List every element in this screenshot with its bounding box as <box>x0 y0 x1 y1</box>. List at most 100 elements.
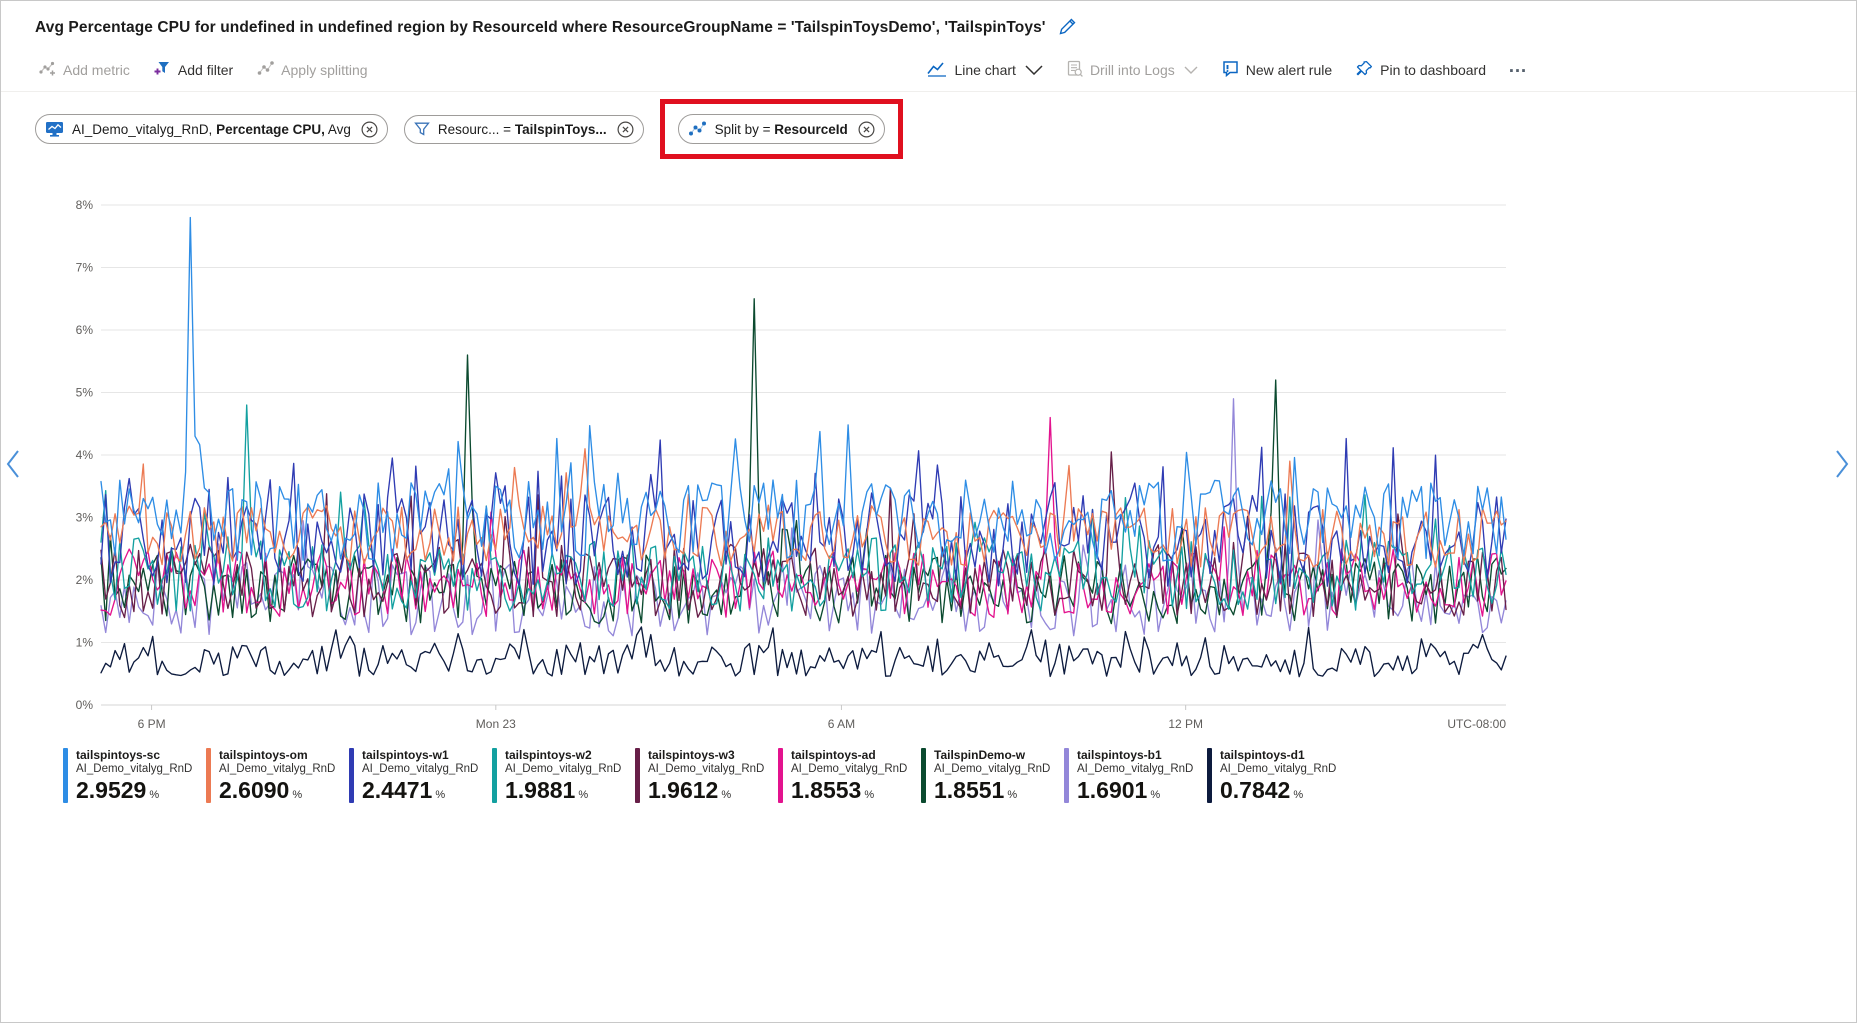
legend-color-bar <box>635 748 640 804</box>
chart-prev-button[interactable] <box>5 449 21 482</box>
document-search-icon <box>1067 60 1083 80</box>
split-by-pill[interactable]: Split by = ResourceId <box>677 114 885 144</box>
legend-unit: % <box>721 788 732 801</box>
legend-avg-value: 1.8551% <box>934 776 1018 803</box>
legend-item[interactable]: tailspintoys-ad AI_Demo_vitalyg_RnD 1.8553… <box>778 748 912 804</box>
legend-resource-name: AI_Demo_vitalyg_RnD <box>791 763 908 776</box>
legend-avg-value: 1.8553% <box>791 776 875 803</box>
legend-avg-value: 2.9529% <box>76 776 160 803</box>
chevron-right-icon <box>1834 450 1850 482</box>
legend-unit: % <box>1293 788 1304 801</box>
legend-item[interactable]: tailspintoys-w1 AI_Demo_vitalyg_RnD 2.4471… <box>349 748 483 804</box>
legend-color-bar <box>1064 748 1069 804</box>
more-options-button[interactable]: … <box>1498 56 1538 84</box>
legend-series-name: tailspintoys-b1 <box>1077 748 1162 762</box>
add-metric-icon <box>39 60 56 80</box>
legend-texts: tailspintoys-w1 AI_Demo_vitalyg_RnD 2.4471… <box>362 748 478 803</box>
svg-text:12 PM: 12 PM <box>1168 717 1203 731</box>
metrics-toolbar: Add metric Add filter Apply splitting Li… <box>1 49 1856 92</box>
legend-unit: % <box>578 788 589 801</box>
legend-series-name: tailspintoys-d1 <box>1220 748 1305 762</box>
legend-unit: % <box>435 788 446 801</box>
legend-texts: tailspintoys-w3 AI_Demo_vitalyg_RnD 1.9612… <box>648 748 764 803</box>
legend-texts: tailspintoys-ad AI_Demo_vitalyg_RnD 1.8553… <box>791 748 907 803</box>
pin-to-dashboard-button[interactable]: Pin to dashboard <box>1344 60 1498 80</box>
legend-series-name: tailspintoys-w3 <box>648 748 735 762</box>
legend-resource-name: AI_Demo_vitalyg_RnD <box>1077 763 1194 776</box>
svg-text:6 AM: 6 AM <box>828 717 855 731</box>
add-filter-button[interactable]: Add filter <box>142 49 245 91</box>
chart-header: Avg Percentage CPU for undefined in unde… <box>1 1 1856 49</box>
svg-text:3%: 3% <box>76 511 94 525</box>
metric-monitor-icon <box>45 120 64 138</box>
drill-into-logs-button[interactable]: Drill into Logs <box>1055 60 1210 80</box>
pill-label: Resourc... = TailspinToys... <box>437 121 607 137</box>
legend-item[interactable]: tailspintoys-b1 AI_Demo_vitalyg_RnD 1.6901… <box>1064 748 1198 804</box>
legend-item[interactable]: tailspintoys-sc AI_Demo_vitalyg_RnD 2.9529… <box>63 748 197 804</box>
legend-unit: % <box>1007 788 1018 801</box>
filter-pill[interactable]: Resourc... = TailspinToys... <box>403 114 644 144</box>
legend-color-bar <box>349 748 354 804</box>
legend-avg-value: 1.9881% <box>505 776 589 803</box>
legend-series-name: tailspintoys-om <box>219 748 308 762</box>
svg-text:Mon 23: Mon 23 <box>476 717 516 731</box>
legend-item[interactable]: tailspintoys-om AI_Demo_vitalyg_RnD 2.6090… <box>206 748 340 804</box>
legend-resource-name: AI_Demo_vitalyg_RnD <box>505 763 622 776</box>
svg-text:5%: 5% <box>76 386 94 400</box>
legend-series-name: tailspintoys-w1 <box>362 748 449 762</box>
svg-text:1%: 1% <box>76 636 94 650</box>
add-metric-button[interactable]: Add metric <box>27 49 142 91</box>
legend-item[interactable]: tailspintoys-d1 AI_Demo_vitalyg_RnD 0.7842… <box>1207 748 1341 804</box>
legend-avg-value: 1.9612% <box>648 776 732 803</box>
close-icon[interactable] <box>617 120 634 138</box>
svg-text:0%: 0% <box>76 698 94 712</box>
new-alert-rule-button[interactable]: New alert rule <box>1210 60 1344 80</box>
alert-icon <box>1222 60 1239 80</box>
chart-legend: tailspintoys-sc AI_Demo_vitalyg_RnD 2.9529… <box>1 748 1856 804</box>
legend-unit: % <box>292 788 303 801</box>
chart-type-dropdown[interactable]: Line chart <box>915 61 1054 80</box>
chart-next-button[interactable] <box>1834 449 1850 482</box>
pill-label: Split by = ResourceId <box>714 121 848 137</box>
metric-pill[interactable]: AI_Demo_vitalyg_RnD, Percentage CPU, Avg <box>35 114 388 144</box>
apply-splitting-icon <box>257 60 274 80</box>
svg-text:UTC-08:00: UTC-08:00 <box>1447 717 1506 731</box>
legend-resource-name: AI_Demo_vitalyg_RnD <box>362 763 479 776</box>
legend-color-bar <box>778 748 783 804</box>
metrics-chart[interactable]: 0% 1% 2% 3% 4% 5% 6% 7% 8% 6 PM Mon 23 6 AM 12 PM UTC… <box>31 190 1511 750</box>
svg-text:8%: 8% <box>76 198 94 212</box>
chevron-down-icon <box>1025 65 1043 75</box>
legend-resource-name: AI_Demo_vitalyg_RnD <box>219 763 336 776</box>
legend-texts: tailspintoys-om AI_Demo_vitalyg_RnD 2.6090… <box>219 748 335 803</box>
close-icon[interactable] <box>361 120 378 138</box>
legend-series-name: tailspintoys-w2 <box>505 748 592 762</box>
apply-splitting-button[interactable]: Apply splitting <box>245 49 379 91</box>
red-highlight-box: Split by = ResourceId <box>659 99 903 159</box>
legend-avg-value: 0.7842% <box>1220 776 1304 803</box>
chart-area: 0% 1% 2% 3% 4% 5% 6% 7% 8% 6 PM Mon 23 6 AM 12 PM UTC… <box>31 190 1856 750</box>
legend-resource-name: AI_Demo_vitalyg_RnD <box>934 763 1051 776</box>
legend-series-name: tailspintoys-sc <box>76 748 161 762</box>
legend-avg-value: 1.6901% <box>1077 776 1161 803</box>
pencil-icon <box>1058 17 1077 39</box>
legend-texts: tailspintoys-d1 AI_Demo_vitalyg_RnD 0.7842… <box>1220 748 1336 803</box>
filter-funnel-icon <box>414 121 430 137</box>
legend-unit: % <box>864 788 875 801</box>
legend-resource-name: AI_Demo_vitalyg_RnD <box>1220 763 1337 776</box>
close-icon[interactable] <box>858 120 875 138</box>
legend-item[interactable]: tailspintoys-w3 AI_Demo_vitalyg_RnD 1.9612… <box>635 748 769 804</box>
svg-text:6%: 6% <box>76 323 94 337</box>
legend-item[interactable]: TailspinDemo-w AI_Demo_vitalyg_RnD 1.8551% <box>921 748 1055 804</box>
legend-item[interactable]: tailspintoys-w2 AI_Demo_vitalyg_RnD 1.9881… <box>492 748 626 804</box>
pills-row: AI_Demo_vitalyg_RnD, Percentage CPU, Avg… <box>1 92 1856 159</box>
line-chart-icon <box>927 61 947 80</box>
page-title: Avg Percentage CPU for undefined in unde… <box>35 19 1046 36</box>
legend-series-name: TailspinDemo-w <box>934 748 1026 762</box>
legend-texts: tailspintoys-sc AI_Demo_vitalyg_RnD 2.9529… <box>76 748 192 803</box>
legend-color-bar <box>63 748 68 804</box>
legend-unit: % <box>1150 788 1161 801</box>
add-filter-icon <box>154 60 171 80</box>
edit-title-button[interactable] <box>1056 15 1079 41</box>
toolbar-right-group: Line chart Drill into Logs New alert rul… <box>915 56 1538 84</box>
legend-color-bar <box>921 748 926 804</box>
